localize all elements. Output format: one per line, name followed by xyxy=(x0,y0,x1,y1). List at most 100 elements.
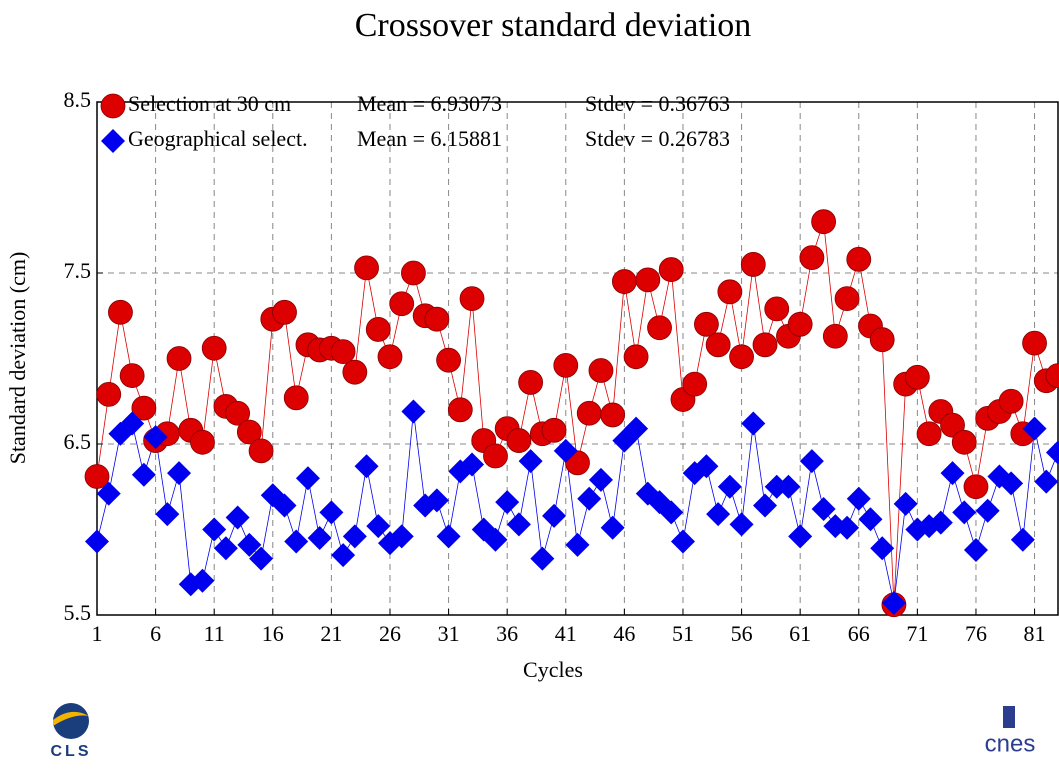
x-tick-label: 81 xyxy=(1024,621,1046,646)
point xyxy=(916,421,942,447)
point xyxy=(319,500,344,525)
point xyxy=(389,524,414,549)
legend-mean: Mean = 6.93073 xyxy=(357,91,502,116)
point xyxy=(249,546,274,571)
point xyxy=(846,246,872,272)
x-tick-label: 61 xyxy=(789,621,811,646)
logo-text: cnes xyxy=(985,730,1036,757)
point xyxy=(190,429,215,455)
y-tick-label: 5.5 xyxy=(64,600,92,625)
point xyxy=(483,527,508,552)
legend-mean: Mean = 6.15881 xyxy=(357,126,502,151)
point xyxy=(822,323,848,349)
cnes-logo: cnes xyxy=(985,706,1036,757)
point xyxy=(424,488,449,513)
point xyxy=(752,332,778,358)
point xyxy=(635,267,661,293)
point xyxy=(85,529,109,554)
chart-title: Crossover standard deviation xyxy=(355,7,752,44)
point xyxy=(741,411,766,436)
x-tick-label: 41 xyxy=(555,621,577,646)
point xyxy=(354,454,379,479)
point xyxy=(460,452,485,477)
point xyxy=(940,461,965,486)
point xyxy=(553,352,579,378)
point xyxy=(365,317,391,342)
point xyxy=(201,335,227,361)
point xyxy=(811,496,836,521)
point xyxy=(506,428,532,453)
point xyxy=(190,568,215,593)
x-tick-label: 51 xyxy=(672,621,694,646)
point xyxy=(131,395,157,421)
y-tick-label: 6.5 xyxy=(64,429,92,454)
point xyxy=(330,339,356,365)
point xyxy=(611,269,637,294)
point xyxy=(541,417,567,443)
point xyxy=(225,505,250,530)
x-tick-label: 11 xyxy=(204,621,225,646)
point xyxy=(436,347,461,373)
point xyxy=(975,498,1000,523)
point xyxy=(565,532,590,557)
point xyxy=(1045,363,1059,388)
point xyxy=(447,397,473,423)
point xyxy=(858,507,883,532)
point xyxy=(952,500,977,525)
point xyxy=(225,400,251,426)
point xyxy=(401,399,426,424)
point xyxy=(705,332,731,358)
y-tick-label: 7.5 xyxy=(64,258,92,283)
point xyxy=(717,279,743,305)
point xyxy=(1034,469,1059,494)
point xyxy=(237,532,262,557)
point xyxy=(717,474,742,499)
legend-label: Selection at 30 cm xyxy=(128,91,291,116)
point xyxy=(904,364,930,390)
point xyxy=(283,385,309,411)
y-tick-label: 8.5 xyxy=(64,87,92,112)
point xyxy=(155,502,180,527)
point xyxy=(623,344,649,370)
point xyxy=(788,524,813,549)
point xyxy=(295,466,320,491)
point xyxy=(366,514,391,539)
point xyxy=(776,474,801,499)
point xyxy=(870,536,895,561)
point xyxy=(518,370,544,395)
x-tick-label: 71 xyxy=(906,621,928,646)
point xyxy=(928,510,953,535)
point xyxy=(694,311,719,337)
point xyxy=(588,467,613,492)
point xyxy=(658,257,684,282)
point xyxy=(424,306,450,332)
x-tick-label: 31 xyxy=(438,621,460,646)
point xyxy=(588,358,614,383)
x-tick-label: 6 xyxy=(150,621,161,646)
point xyxy=(963,474,989,500)
point xyxy=(998,388,1024,414)
point xyxy=(729,344,754,370)
x-tick-label: 66 xyxy=(848,621,870,646)
logo-mark xyxy=(1003,706,1015,728)
point xyxy=(881,591,906,616)
x-tick-label: 26 xyxy=(379,621,401,646)
point xyxy=(869,327,895,353)
x-tick-label: 76 xyxy=(965,621,987,646)
point xyxy=(166,346,192,371)
point xyxy=(553,438,578,463)
point xyxy=(459,286,485,312)
x-axis-label: Cycles xyxy=(523,657,583,682)
point xyxy=(342,524,367,549)
point xyxy=(787,311,813,337)
point xyxy=(951,429,977,455)
point xyxy=(647,315,672,341)
point xyxy=(307,526,332,551)
plot-frame xyxy=(96,101,1059,616)
logo-globe xyxy=(53,703,89,739)
point xyxy=(401,260,426,286)
point xyxy=(670,529,695,554)
point xyxy=(518,449,543,474)
point xyxy=(389,291,415,317)
point xyxy=(84,464,110,489)
